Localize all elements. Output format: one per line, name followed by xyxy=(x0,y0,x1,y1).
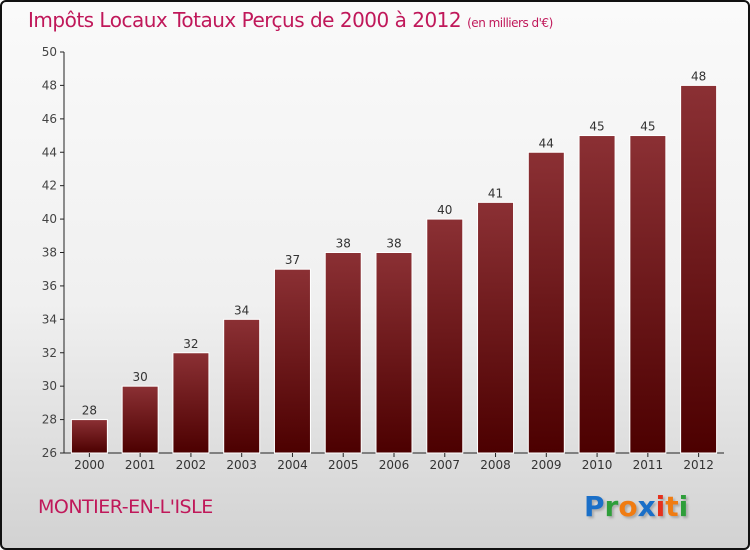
y-tick-label: 28 xyxy=(42,413,57,427)
y-tick-label: 32 xyxy=(42,346,57,360)
y-tick-label: 46 xyxy=(42,112,57,126)
x-tick-label: 2001 xyxy=(125,458,156,472)
data-label: 40 xyxy=(437,203,452,217)
x-tick-label: 2006 xyxy=(379,458,410,472)
bar-2005 xyxy=(324,252,362,454)
y-tick-label: 50 xyxy=(42,45,57,59)
x-tick-label: 2007 xyxy=(429,458,460,472)
data-label: 38 xyxy=(336,237,351,251)
logo-letter: x xyxy=(637,490,656,523)
data-label: 41 xyxy=(488,186,503,200)
logo-letter: i xyxy=(678,490,689,523)
bar-2000 xyxy=(70,419,108,454)
bar-2010 xyxy=(578,135,616,454)
bar-2006 xyxy=(375,252,413,454)
data-label: 38 xyxy=(386,237,401,251)
y-tick-label: 48 xyxy=(42,78,57,92)
x-tick-label: 2008 xyxy=(480,458,511,472)
y-tick-label: 30 xyxy=(42,379,57,393)
y-tick-label: 40 xyxy=(42,212,57,226)
x-tick-label: 2000 xyxy=(74,458,105,472)
y-tick-label: 26 xyxy=(42,446,57,460)
data-label: 28 xyxy=(82,404,97,418)
data-label: 37 xyxy=(285,253,300,267)
bar-2008 xyxy=(477,201,515,454)
bar-2012 xyxy=(680,84,718,454)
data-label: 48 xyxy=(691,69,706,83)
y-tick-label: 42 xyxy=(42,179,57,193)
logo-letter: t xyxy=(665,490,679,523)
x-tick-label: 2005 xyxy=(328,458,359,472)
bar-2002 xyxy=(172,352,210,454)
x-tick-label: 2011 xyxy=(633,458,664,472)
logo-letter: r xyxy=(604,490,619,523)
logo-letter: o xyxy=(618,490,638,523)
bar-2007 xyxy=(426,218,464,454)
y-tick-label: 44 xyxy=(42,145,57,159)
unit-label: (en milliers d'€) xyxy=(467,16,553,30)
data-label: 44 xyxy=(539,136,554,150)
data-label: 45 xyxy=(640,120,655,134)
x-tick-label: 2004 xyxy=(277,458,308,472)
y-tick-label: 36 xyxy=(42,279,57,293)
chart-title: Impôts Locaux Totaux Perçus de 2000 à 20… xyxy=(28,8,553,32)
x-tick-label: 2002 xyxy=(176,458,207,472)
bar-2004 xyxy=(273,268,311,454)
x-tick-label: 2003 xyxy=(226,458,257,472)
logo-letter: P xyxy=(584,490,605,523)
y-tick-label: 34 xyxy=(42,312,57,326)
title-text: Impôts Locaux Totaux Perçus de 2000 à 20… xyxy=(28,8,462,32)
data-label: 32 xyxy=(183,337,198,351)
x-tick-label: 2010 xyxy=(582,458,613,472)
data-label: 30 xyxy=(133,370,148,384)
logo-letter: i xyxy=(655,490,666,523)
bar-2003 xyxy=(223,318,261,454)
data-label: 45 xyxy=(589,120,604,134)
x-tick-label: 2012 xyxy=(683,458,714,472)
bar-2009 xyxy=(527,151,565,454)
bar-2001 xyxy=(121,385,159,454)
bar-2011 xyxy=(629,135,667,454)
proxiti-logo: Proxiti xyxy=(584,490,688,523)
data-label: 34 xyxy=(234,303,249,317)
city-name: MONTIER-EN-L'ISLE xyxy=(38,496,213,518)
y-tick-label: 38 xyxy=(42,246,57,260)
x-tick-label: 2009 xyxy=(531,458,562,472)
